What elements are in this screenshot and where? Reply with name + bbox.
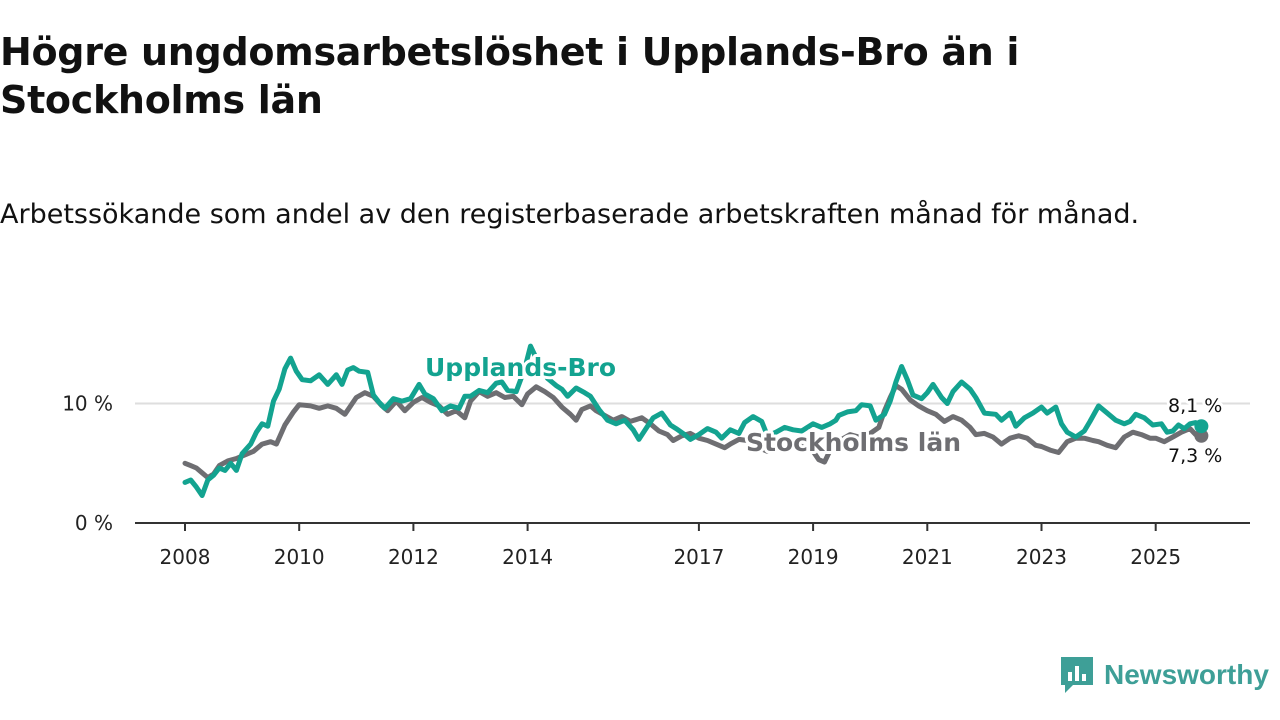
x-tick-label: 2019 — [788, 545, 839, 569]
series-lines — [182, 343, 1209, 498]
y-axis-ticks: 0 % 10 % — [62, 392, 113, 536]
y-tick-label: 0 % — [75, 511, 113, 535]
series-label-stockholms-lan: Stockholms län — [746, 428, 961, 457]
x-tick-label: 2010 — [274, 545, 325, 569]
newsworthy-logo-icon — [1061, 657, 1093, 693]
series-label-stockholms-lan-halo: Stockholms län — [746, 428, 961, 457]
series-line-stockholms-l-n — [182, 383, 1204, 481]
x-tick-label: 2017 — [673, 545, 724, 569]
series-label-upplands-bro-halo: Upplands-Bro — [425, 353, 616, 382]
end-label-upplands-bro-halo: 8,1 % — [1168, 395, 1222, 417]
newsworthy-brand: Newsworthy — [1059, 655, 1269, 695]
series-label-upplands-bro: Upplands-Bro — [425, 353, 616, 382]
x-tick-label: 2023 — [1016, 545, 1067, 569]
chart-subtitle: Arbetssökande som andel av den registerb… — [0, 199, 1140, 230]
end-label-upplands-bro: 8,1 % — [1168, 395, 1222, 417]
x-tick-label: 2025 — [1130, 545, 1181, 569]
page-title: Högre ungdomsarbetslöshet i Upplands-Bro… — [0, 30, 1020, 122]
x-axis: 2008 2010 2012 2014 2017 2019 2021 2023 2025 — [135, 522, 1250, 569]
series-line-upplands-bro — [182, 343, 1204, 498]
x-tick-label: 2021 — [902, 545, 953, 569]
x-tick-label: 2014 — [502, 545, 553, 569]
x-tick-label: 2012 — [388, 545, 439, 569]
end-label-stockholms-lan-halo: 7,3 % — [1168, 445, 1222, 467]
y-tick-label: 10 % — [62, 392, 113, 416]
end-marker-upplands-bro — [1194, 419, 1209, 434]
x-tick-label: 2008 — [160, 545, 211, 569]
brand-name: Newsworthy — [1104, 659, 1269, 690]
end-label-stockholms-lan: 7,3 % — [1168, 445, 1222, 467]
